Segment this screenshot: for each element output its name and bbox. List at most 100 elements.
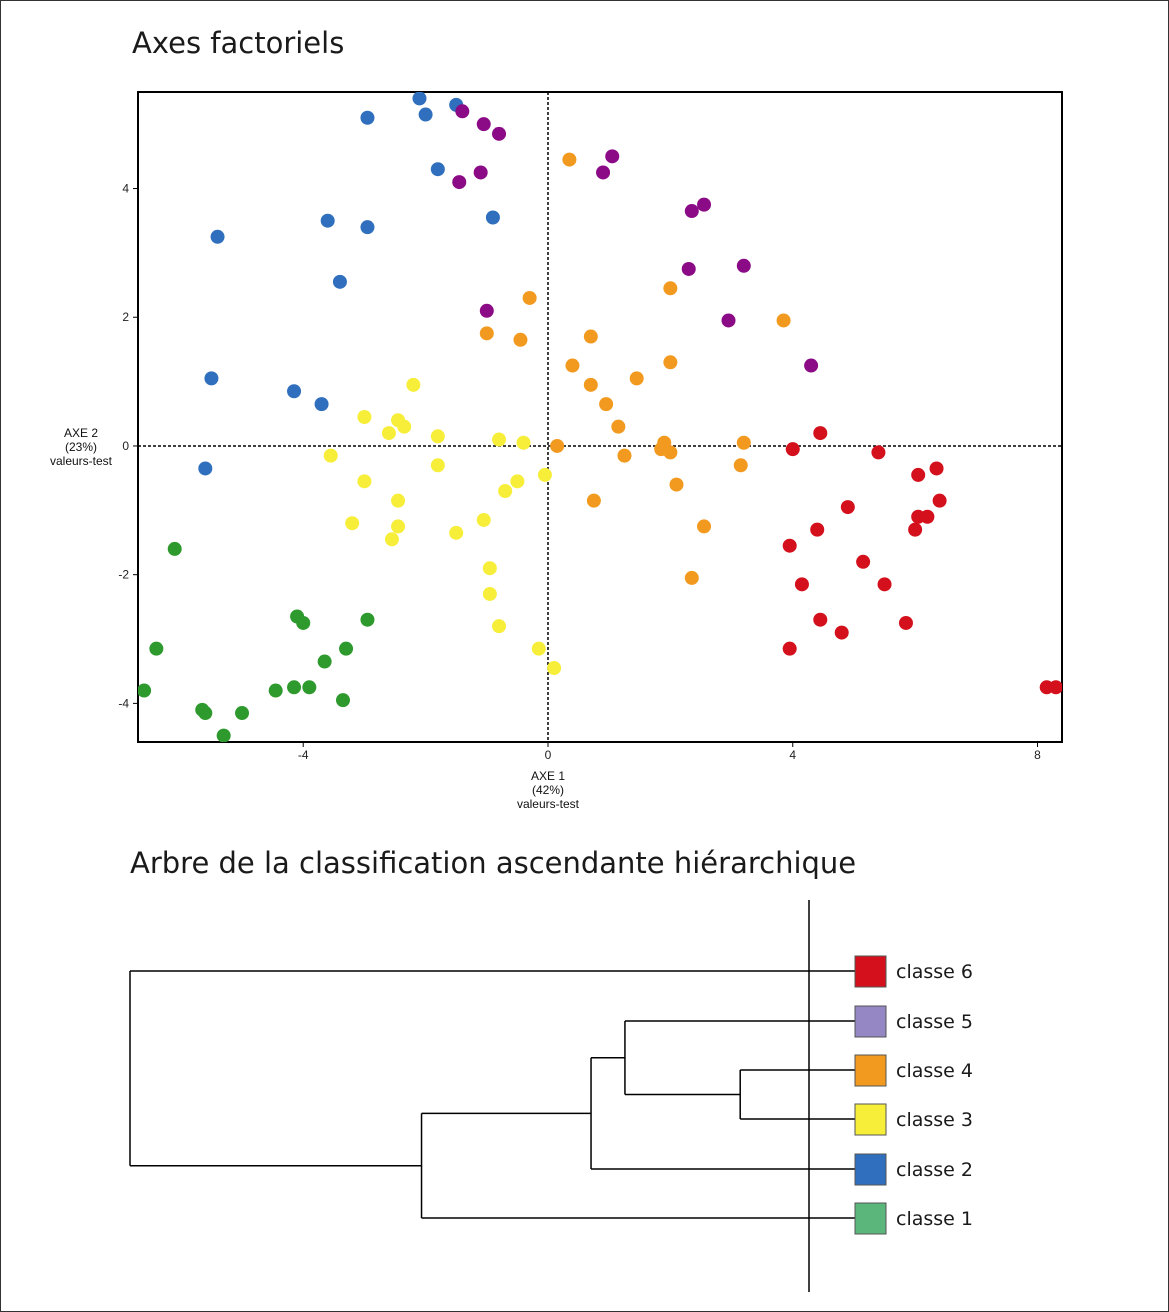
scatter-point	[339, 641, 354, 656]
scatter-point	[476, 117, 491, 132]
scatter-point	[932, 493, 947, 508]
scatter-point	[216, 728, 231, 742]
scatter-point	[611, 419, 626, 434]
legend-swatch	[854, 1153, 887, 1186]
scatter-point	[381, 426, 396, 441]
scatter-point	[167, 541, 182, 556]
x-tick-label: 8	[1034, 748, 1041, 762]
scatter-point	[586, 493, 601, 508]
scatter-point	[479, 303, 494, 318]
x-axis-label: AXE 1	[531, 769, 565, 783]
scatter-point	[268, 683, 283, 698]
scatter-point	[320, 213, 335, 228]
scatter-point	[498, 484, 513, 499]
scatter-point	[384, 532, 399, 547]
scatter-point	[345, 516, 360, 531]
x-axis-label: (42%)	[532, 783, 564, 797]
dendrogram-title: Arbre de la classification ascendante hi…	[130, 846, 857, 880]
scatter-point	[697, 197, 712, 212]
scatter-point	[455, 104, 470, 119]
scatter-point	[296, 615, 311, 630]
scatter-point	[476, 512, 491, 527]
y-tick-label: 0	[122, 439, 129, 453]
scatter-point	[418, 107, 433, 122]
plot-border	[137, 91, 1063, 743]
scatter-point	[492, 619, 507, 634]
scatter-point	[663, 445, 678, 460]
scatter-point	[856, 554, 871, 569]
scatter-point	[323, 448, 338, 463]
scatter-point	[485, 210, 500, 225]
scatter-point	[473, 165, 488, 180]
scatter-point	[834, 625, 849, 640]
scatter-point	[911, 509, 926, 524]
scatter-point	[482, 586, 497, 601]
scatter-point	[1048, 680, 1062, 695]
scatter-point	[877, 577, 892, 592]
scatter-point	[204, 371, 219, 386]
scatter-point	[235, 706, 250, 721]
scatter-point	[335, 693, 350, 708]
scatter-point	[449, 525, 464, 540]
scatter-point	[565, 358, 580, 373]
scatter-point	[317, 654, 332, 669]
points-group	[138, 92, 1062, 742]
y-tick-label: -2	[118, 568, 129, 582]
scatter-point	[813, 612, 828, 627]
scatter-point	[840, 500, 855, 515]
scatter-point	[898, 615, 913, 630]
scatter-title: Axes factoriels	[132, 26, 345, 60]
scatter-point	[357, 474, 372, 489]
y-tick-label: 2	[122, 310, 129, 324]
scatter-point	[149, 641, 164, 656]
scatter-point	[782, 538, 797, 553]
scatter-point	[562, 152, 577, 167]
legend-swatch	[854, 1054, 887, 1087]
scatter-point	[360, 612, 375, 627]
scatter-point	[669, 477, 684, 492]
y-tick-label: 4	[122, 182, 129, 196]
x-tick-label: 4	[789, 748, 796, 762]
scatter-point	[287, 384, 302, 399]
scatter-point	[736, 258, 751, 273]
scatter-point	[430, 162, 445, 177]
scatter-point	[736, 435, 751, 450]
scatter-point	[810, 522, 825, 537]
scatter-point	[794, 577, 809, 592]
scatter-point	[929, 461, 944, 476]
y-tick-label: -4	[118, 696, 129, 710]
scatter-point	[785, 442, 800, 457]
scatter-point	[663, 355, 678, 370]
legend-label: classe 4	[896, 1060, 973, 1082]
scatter-point	[871, 445, 886, 460]
scatter-point	[599, 397, 614, 412]
y-axis-label: AXE 2	[64, 426, 98, 440]
scatter-point	[776, 313, 791, 328]
scatter-point	[360, 220, 375, 235]
scatter-point	[813, 426, 828, 441]
scatter-point	[210, 229, 225, 244]
scatter-point	[332, 274, 347, 289]
scatter-point	[908, 522, 923, 537]
scatter-point	[605, 149, 620, 164]
scatter-point	[547, 660, 562, 675]
legend-label: classe 6	[896, 961, 973, 983]
scatter-point	[430, 429, 445, 444]
scatter-point	[804, 358, 819, 373]
scatter-point	[138, 683, 152, 698]
scatter-point	[430, 458, 445, 473]
scatter-point	[452, 175, 467, 190]
scatter-point	[360, 110, 375, 125]
scatter-point	[531, 641, 546, 656]
scatter-point	[681, 261, 696, 276]
scatter-point	[782, 641, 797, 656]
scatter-point	[492, 432, 507, 447]
legend-label: classe 1	[896, 1208, 973, 1230]
scatter-point	[537, 467, 552, 482]
scatter-point	[391, 519, 406, 534]
scatter-point	[397, 419, 412, 434]
legend-label: classe 3	[896, 1109, 973, 1131]
scatter-point	[198, 706, 213, 721]
legend-swatch	[854, 1202, 887, 1235]
